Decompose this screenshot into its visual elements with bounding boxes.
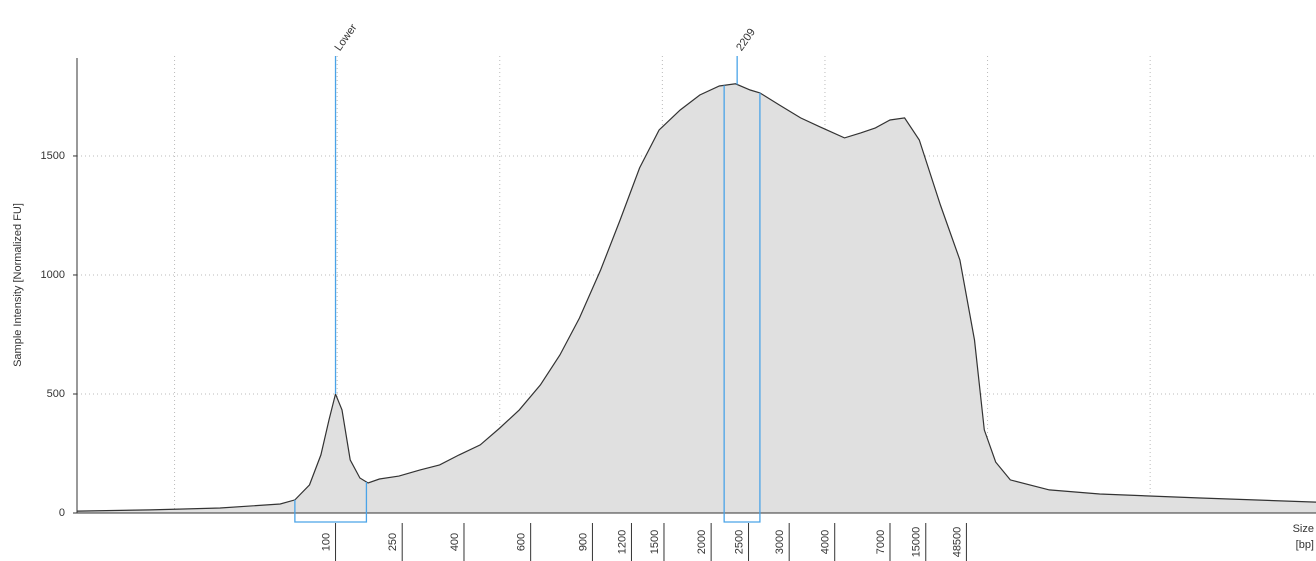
x-tick-label: 4000 [820,530,832,554]
peak-label: Lower [333,22,360,54]
x-tick-label: 600 [516,533,528,551]
y-tick-label: 500 [47,388,65,400]
x-tick-label: 3000 [774,530,786,554]
x-tick-label: 100 [320,533,332,551]
x-tick-label: 1500 [649,530,661,554]
area [77,83,1316,514]
y-tick-label: 0 [59,507,65,519]
x-tick-label: 250 [387,533,399,551]
x-tick-label: 400 [449,533,461,551]
region-bracket [723,85,761,523]
x-tick-label: 15000 [911,527,923,558]
x-tick-label: 2000 [696,530,708,554]
y-tick-label: 1500 [41,150,65,162]
peak-label: 2209 [734,26,758,53]
x-tick-label: 2500 [733,530,745,554]
region-bracket [294,482,368,523]
x-tick-label: 900 [577,533,589,551]
x-axis-label: [bp] [1296,539,1314,551]
line [76,83,1316,512]
x-tick-label: 48500 [951,527,963,558]
x-axis-label: Size [1293,523,1314,535]
x-tick-label: 7000 [875,530,887,554]
y-axis-label: Sample Intensity [Normalized FU] [12,203,24,367]
x-tick-label: 1200 [616,530,628,554]
y-tick-label: 1000 [41,269,65,281]
